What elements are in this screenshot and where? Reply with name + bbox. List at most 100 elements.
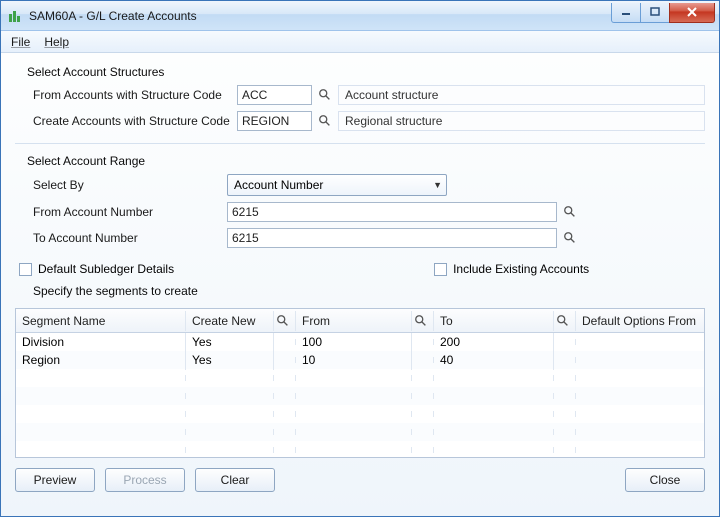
segments-heading: Specify the segments to create <box>15 284 705 298</box>
search-icon <box>276 314 290 328</box>
cell-spacer <box>412 375 434 381</box>
from-structure-lookup[interactable] <box>316 86 334 104</box>
cell-spacer <box>554 447 576 453</box>
col-default-lookup-header[interactable] <box>554 311 576 331</box>
table-row[interactable] <box>16 441 704 457</box>
window-frame: SAM60A - G/L Create Accounts File Help S… <box>0 0 720 517</box>
cell-create-new <box>186 411 274 417</box>
table-body: DivisionYes100200RegionYes 10 40 <box>16 333 704 457</box>
col-to-lookup-header[interactable] <box>412 311 434 331</box>
close-icon <box>686 6 698 18</box>
process-button[interactable]: Process <box>105 468 185 492</box>
segments-table: Segment Name Create New From To Default … <box>15 308 705 458</box>
from-account-label: From Account Number <box>27 205 227 219</box>
cell-spacer <box>412 357 434 363</box>
select-by-dropdown[interactable]: Account Number ▼ <box>227 174 447 196</box>
cell-to: 40 <box>434 350 554 370</box>
search-icon <box>563 205 577 219</box>
cell-spacer <box>554 393 576 399</box>
menu-help[interactable]: Help <box>44 35 69 49</box>
cell-spacer <box>274 447 296 453</box>
cell-from: 10 <box>296 350 412 370</box>
table-row[interactable] <box>16 423 704 441</box>
select-by-value: Account Number <box>234 178 323 192</box>
cell-spacer <box>274 393 296 399</box>
cell-segment-name <box>16 375 186 381</box>
cell-from <box>296 429 412 435</box>
preview-button[interactable]: Preview <box>15 468 95 492</box>
table-row[interactable]: DivisionYes100200 <box>16 333 704 351</box>
create-structure-label: Create Accounts with Structure Code <box>27 114 237 128</box>
cell-create-new: Yes <box>186 350 274 370</box>
cell-default-from <box>576 339 704 345</box>
col-from-lookup-header[interactable] <box>274 311 296 331</box>
cell-from <box>296 393 412 399</box>
to-account-input[interactable] <box>227 228 557 248</box>
cell-default-from <box>576 429 704 435</box>
cell-segment-name <box>16 393 186 399</box>
col-default-from[interactable]: Default Options From <box>576 311 704 331</box>
cell-spacer <box>412 339 434 345</box>
from-account-lookup[interactable] <box>561 203 579 221</box>
window-title: SAM60A - G/L Create Accounts <box>29 9 611 23</box>
cell-segment-name <box>16 447 186 453</box>
cell-to <box>434 411 554 417</box>
create-structure-desc: Regional structure <box>338 111 705 131</box>
table-row[interactable] <box>16 405 704 423</box>
default-subledger-label: Default Subledger Details <box>38 262 174 276</box>
col-create-new[interactable]: Create New <box>186 311 274 331</box>
cell-create-new <box>186 429 274 435</box>
from-structure-label: From Accounts with Structure Code <box>27 88 237 102</box>
cell-spacer <box>412 429 434 435</box>
from-structure-desc: Account structure <box>338 85 705 105</box>
to-account-lookup[interactable] <box>561 229 579 247</box>
table-row[interactable] <box>16 369 704 387</box>
clear-button[interactable]: Clear <box>195 468 275 492</box>
cell-default-from <box>576 447 704 453</box>
menu-file[interactable]: File <box>11 35 30 49</box>
cell-from <box>296 447 412 453</box>
create-structure-lookup[interactable] <box>316 112 334 130</box>
cell-segment-name <box>16 429 186 435</box>
search-icon <box>318 114 332 128</box>
cell-segment-name: Region <box>16 350 186 370</box>
col-to[interactable]: To <box>434 311 554 331</box>
cell-spacer <box>412 411 434 417</box>
to-account-label: To Account Number <box>27 231 227 245</box>
cell-to <box>434 375 554 381</box>
include-existing-checkbox[interactable] <box>434 263 447 276</box>
app-icon <box>7 8 23 24</box>
default-subledger-checkbox[interactable] <box>19 263 32 276</box>
table-row[interactable]: RegionYes 10 40 <box>16 351 704 369</box>
cell-spacer <box>274 429 296 435</box>
cell-segment-name <box>16 411 186 417</box>
col-segment-name[interactable]: Segment Name <box>16 311 186 331</box>
cell-default-from <box>576 393 704 399</box>
cell-spacer <box>274 339 296 345</box>
minimize-button[interactable] <box>611 3 641 23</box>
chevron-down-icon: ▼ <box>433 180 442 190</box>
table-row[interactable] <box>16 387 704 405</box>
close-button[interactable] <box>669 3 715 23</box>
table-header: Segment Name Create New From To Default … <box>16 309 704 333</box>
cell-spacer <box>274 357 296 363</box>
col-from[interactable]: From <box>296 311 412 331</box>
cell-default-from <box>576 411 704 417</box>
maximize-button[interactable] <box>640 3 670 23</box>
from-structure-code-input[interactable] <box>237 85 312 105</box>
create-structure-code-input[interactable] <box>237 111 312 131</box>
titlebar[interactable]: SAM60A - G/L Create Accounts <box>1 1 719 31</box>
cell-to <box>434 393 554 399</box>
cell-spacer <box>554 411 576 417</box>
range-heading: Select Account Range <box>15 154 705 168</box>
cell-default-from <box>576 357 704 363</box>
structures-heading: Select Account Structures <box>15 65 705 79</box>
close-window-button[interactable]: Close <box>625 468 705 492</box>
separator <box>15 143 705 144</box>
search-icon <box>563 231 577 245</box>
maximize-icon <box>650 7 660 17</box>
from-account-input[interactable] <box>227 202 557 222</box>
cell-create-new <box>186 375 274 381</box>
window-controls <box>611 3 715 23</box>
minimize-icon <box>621 7 631 17</box>
